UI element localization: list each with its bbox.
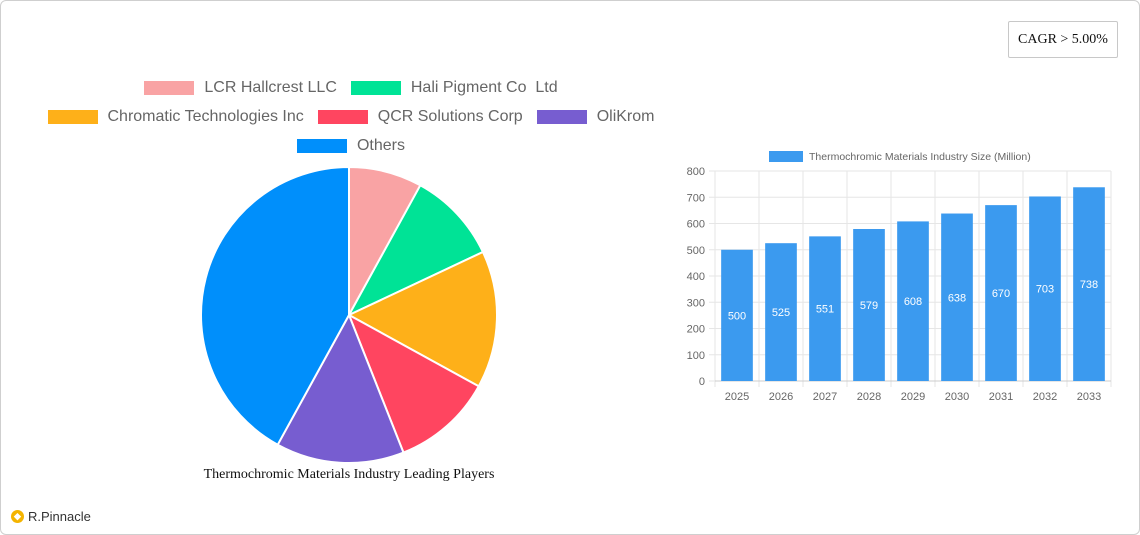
bar-legend-label: Thermochromic Materials Industry Size (M… bbox=[809, 151, 1031, 163]
bar-2032[interactable] bbox=[1029, 196, 1061, 381]
x-tick-label: 2033 bbox=[1077, 391, 1101, 403]
pie-slice-chromatic-technologies-inc[interactable] bbox=[346, 250, 498, 388]
legend-item[interactable]: LCR Hallcrest LLC bbox=[144, 78, 337, 97]
bar-2030[interactable] bbox=[941, 213, 973, 381]
x-tick-label: 2031 bbox=[989, 391, 1013, 403]
bar-data-label: 738 bbox=[1080, 279, 1098, 291]
legend-swatch bbox=[317, 109, 368, 124]
x-tick-label: 2029 bbox=[901, 391, 925, 403]
pie-slice-qcr-solutions-corp[interactable] bbox=[347, 312, 481, 454]
bar-data-label: 500 bbox=[728, 310, 746, 322]
pie-chart bbox=[200, 165, 498, 464]
brand-logo: ◆ R.Pinnacle bbox=[11, 509, 91, 524]
legend-swatch bbox=[536, 109, 587, 124]
bar-2026[interactable] bbox=[765, 243, 797, 381]
y-tick-label: 400 bbox=[687, 271, 705, 283]
bar-data-label: 608 bbox=[904, 296, 922, 308]
cagr-badge: CAGR > 5.00% bbox=[1008, 21, 1118, 58]
pie-slice-hali-pigment-co-ltd[interactable] bbox=[346, 183, 485, 318]
y-tick-label: 700 bbox=[687, 192, 705, 204]
legend-item[interactable]: Chromatic Technologies Inc bbox=[47, 107, 304, 126]
bar-2028[interactable] bbox=[853, 229, 885, 381]
x-tick-label: 2026 bbox=[769, 391, 793, 403]
pinnacle-logo-icon: ◆ bbox=[11, 510, 24, 523]
legend-row: Others bbox=[21, 131, 681, 160]
y-tick-label: 200 bbox=[687, 324, 705, 336]
y-tick-label: 500 bbox=[687, 245, 705, 257]
legend-swatch bbox=[296, 138, 347, 153]
pie-slice-others[interactable] bbox=[200, 165, 350, 447]
y-tick-label: 800 bbox=[687, 166, 705, 178]
pie-slice-olikrom[interactable] bbox=[276, 312, 405, 464]
bar-data-label: 670 bbox=[992, 288, 1010, 300]
bar-legend[interactable]: Thermochromic Materials Industry Size (M… bbox=[769, 151, 1031, 163]
y-tick-label: 0 bbox=[699, 376, 705, 388]
brand-name: R.Pinnacle bbox=[28, 509, 91, 524]
legend-item[interactable]: OliKrom bbox=[536, 107, 655, 126]
x-tick-label: 2028 bbox=[857, 391, 881, 403]
bar-data-label: 525 bbox=[772, 307, 790, 319]
legend-swatch bbox=[47, 109, 98, 124]
legend-row: LCR Hallcrest LLC Hali Pigment Co Ltd bbox=[21, 73, 681, 102]
legend-label: LCR Hallcrest LLC bbox=[204, 78, 337, 96]
bar-legend-swatch bbox=[769, 151, 803, 162]
bar-data-label: 579 bbox=[860, 300, 878, 312]
legend-label: Others bbox=[356, 136, 405, 154]
legend-item[interactable]: Hali Pigment Co Ltd bbox=[350, 78, 558, 97]
legend-label: Hali Pigment Co Ltd bbox=[410, 78, 558, 96]
legend-item[interactable]: Others bbox=[296, 136, 405, 155]
bar-2025[interactable] bbox=[721, 249, 753, 381]
bar-data-label: 638 bbox=[948, 292, 966, 304]
pie-chart-title: Thermochromic Materials Industry Leading… bbox=[203, 467, 495, 482]
bar-2027[interactable] bbox=[809, 236, 841, 381]
y-tick-label: 600 bbox=[687, 219, 705, 231]
y-tick-label: 100 bbox=[687, 350, 705, 362]
bar-data-label: 551 bbox=[816, 304, 834, 316]
x-tick-label: 2032 bbox=[1033, 391, 1057, 403]
bar-2029[interactable] bbox=[897, 221, 929, 381]
x-tick-label: 2025 bbox=[725, 391, 749, 403]
legend-swatch bbox=[350, 80, 401, 95]
bar-2031[interactable] bbox=[985, 205, 1017, 381]
legend-label: OliKrom bbox=[596, 107, 655, 125]
bar-data-label: 703 bbox=[1036, 284, 1054, 296]
bar-chart: Thermochromic Materials Industry Size (M… bbox=[687, 151, 1112, 403]
legend-swatch bbox=[144, 80, 195, 95]
legend-row: Chromatic Technologies Inc QCR Solutions … bbox=[21, 102, 681, 131]
legend-label: Chromatic Technologies Inc bbox=[107, 107, 304, 125]
legend-label: QCR Solutions Corp bbox=[377, 107, 523, 125]
x-tick-label: 2030 bbox=[945, 391, 969, 403]
pie-legend: LCR Hallcrest LLC Hali Pigment Co Ltd Chro… bbox=[21, 73, 681, 160]
bar-2033[interactable] bbox=[1073, 187, 1105, 381]
legend-item[interactable]: QCR Solutions Corp bbox=[317, 107, 523, 126]
x-tick-label: 2027 bbox=[813, 391, 837, 403]
y-tick-label: 300 bbox=[687, 297, 705, 309]
